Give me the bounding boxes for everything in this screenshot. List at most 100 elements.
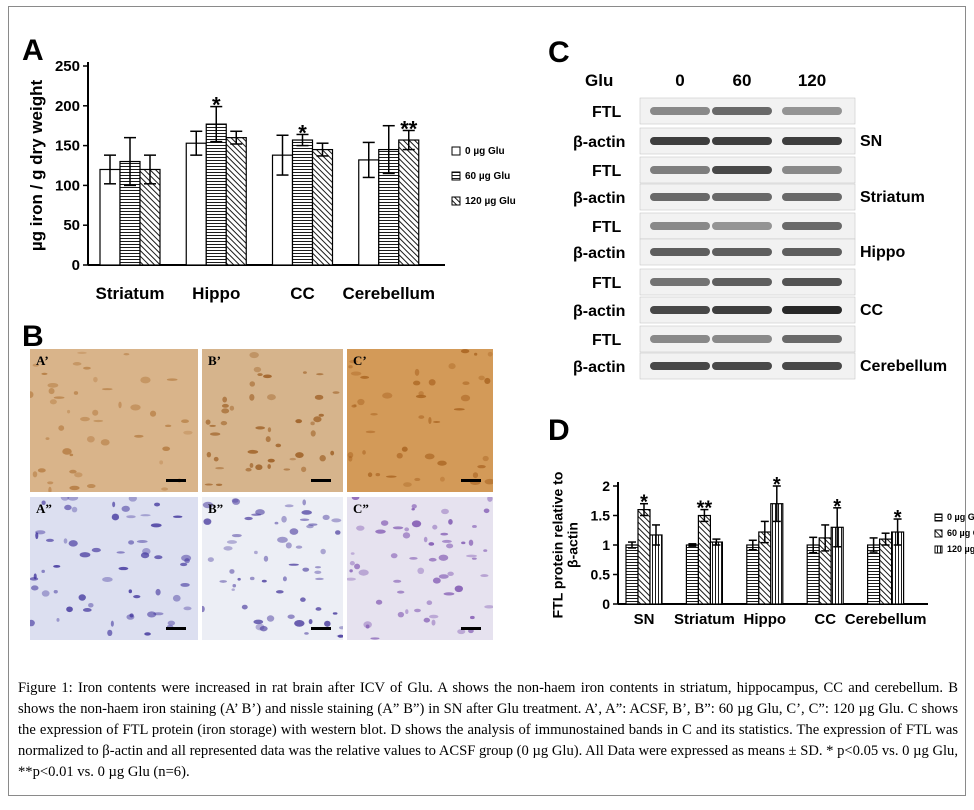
category-label: CC <box>814 611 836 628</box>
legend-label: 0 µg Glu <box>465 146 505 157</box>
legend-swatch <box>934 545 943 554</box>
legend-swatch <box>934 513 943 522</box>
scale-bar <box>166 627 186 630</box>
blot-band <box>650 248 710 256</box>
micrograph-panel: B’ <box>202 349 343 492</box>
y-axis-label: FTL protein relative toβ-actin <box>549 472 580 619</box>
bar <box>806 544 820 605</box>
y-tick-label: 0 <box>72 257 80 274</box>
blot-band <box>782 362 842 370</box>
blot-band <box>712 107 772 115</box>
blot-row-label: FTL <box>592 104 622 121</box>
category-label: SN <box>634 611 655 628</box>
blot-dose-label: 120 <box>798 71 826 90</box>
blot-row-label: β-actin <box>573 245 625 262</box>
blot-band <box>650 137 710 145</box>
blot-band <box>782 222 842 230</box>
blot-band <box>712 248 772 256</box>
blot-band <box>650 193 710 201</box>
caption-label: Figure 1: <box>18 680 73 696</box>
scale-bar <box>461 627 481 630</box>
blot-row-label: β-actin <box>573 134 625 151</box>
blot-dose-label: 0 <box>675 71 684 90</box>
legend-swatch <box>451 171 461 181</box>
blot-band <box>782 193 842 201</box>
blot-region-label: CC <box>860 302 884 319</box>
micrograph-label: C” <box>353 501 369 516</box>
y-tick-label: 2 <box>602 478 610 494</box>
blot-band <box>650 107 710 115</box>
scale-bar <box>311 627 331 630</box>
panel-letter-c: C <box>548 36 570 69</box>
blot-row-label: FTL <box>592 275 622 292</box>
blot-band <box>712 137 772 145</box>
y-tick-label: 200 <box>55 98 80 115</box>
bar <box>746 544 760 605</box>
bar <box>225 137 247 266</box>
category-label: Striatum <box>674 611 735 628</box>
micrograph-label: B’ <box>208 353 221 368</box>
micrograph-label: B” <box>208 501 224 516</box>
significance-marker: * <box>298 120 307 145</box>
bar <box>625 544 639 605</box>
bar <box>311 148 334 266</box>
scale-bar <box>311 479 331 482</box>
blot-band <box>782 166 842 174</box>
significance-marker: * <box>773 474 781 496</box>
blot-band <box>782 248 842 256</box>
y-tick-label: 1 <box>602 537 610 553</box>
blot-band <box>712 335 772 343</box>
micrograph-panel: C” <box>347 497 493 640</box>
micrograph-panel: A” <box>30 497 198 640</box>
category-label: CC <box>290 284 315 303</box>
blot-dose-label: 60 <box>733 71 752 90</box>
category-label: Cerebellum <box>342 284 435 303</box>
blot-band <box>782 278 842 286</box>
significance-marker: * <box>833 496 841 518</box>
blot-band <box>712 362 772 370</box>
bar <box>185 142 207 266</box>
blot-band <box>712 306 772 314</box>
blot-row-label: FTL <box>592 163 622 180</box>
micrograph-panel: C’ <box>347 349 493 492</box>
blot-region-label: Cerebellum <box>860 358 947 375</box>
blot-region-label: Striatum <box>860 189 925 206</box>
blot-band <box>712 278 772 286</box>
legend-swatch <box>451 196 461 206</box>
legend-label: 120 µg Glu <box>947 544 974 554</box>
significance-marker: * <box>894 507 902 529</box>
blot-band <box>782 107 842 115</box>
blot-region-label: Hippo <box>860 244 906 261</box>
bar <box>878 538 893 605</box>
blot-band <box>650 278 710 286</box>
blot-row-label: β-actin <box>573 359 625 376</box>
significance-marker: ** <box>697 498 713 520</box>
panel-letter-a: A <box>22 34 44 67</box>
significance-marker: * <box>640 492 648 514</box>
blot-band <box>782 137 842 145</box>
y-tick-label: 0.5 <box>591 567 611 583</box>
blot-band <box>782 306 842 314</box>
category-label: Hippo <box>192 284 240 303</box>
blot-row-label: FTL <box>592 219 622 236</box>
blot-band <box>650 222 710 230</box>
western-blot: Glu 0 60 120 FTL β-actin SN FTL β-actin Striatum F… <box>573 71 947 380</box>
category-label: Cerebellum <box>845 611 927 628</box>
y-axis-label: µg iron / g dry weight <box>27 80 46 252</box>
bar <box>637 509 651 605</box>
legend-label: 60 µg Glu <box>465 171 510 182</box>
figure-frame <box>8 6 966 796</box>
blot-row-label: β-actin <box>573 190 625 207</box>
blot-band <box>782 335 842 343</box>
y-tick-label: 0 <box>602 596 610 612</box>
blot-band <box>712 166 772 174</box>
caption-text: Iron contents were increased in rat brai… <box>18 680 958 780</box>
bar <box>697 514 712 605</box>
scale-bar <box>461 479 481 482</box>
scale-bar <box>166 479 186 482</box>
bar <box>205 123 227 266</box>
micrograph-panel: B” <box>202 497 343 640</box>
panel-letter-d: D <box>548 414 570 447</box>
legend-label: 120 µg Glu <box>465 196 516 207</box>
